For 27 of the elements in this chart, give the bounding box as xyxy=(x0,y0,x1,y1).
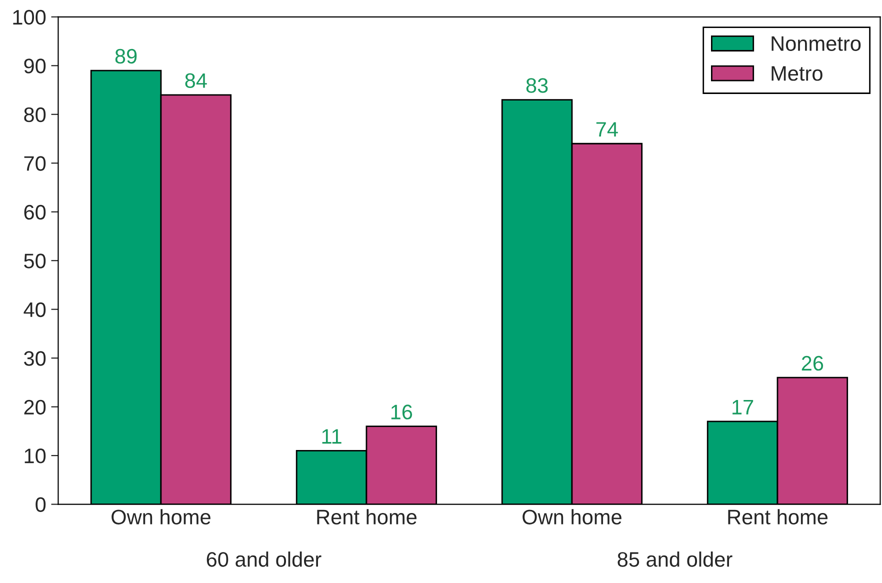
data-label: 89 xyxy=(115,48,137,64)
data-label: 26 xyxy=(802,356,824,371)
y-tick-label: 10 xyxy=(24,448,46,464)
y-tick-label: 0 xyxy=(36,497,46,512)
y-tick-label: 50 xyxy=(24,254,46,268)
y-tick-label: 30 xyxy=(24,351,46,366)
y-tick-label: 100 xyxy=(13,10,46,25)
data-label: 17 xyxy=(732,400,754,414)
text: 60 and older xyxy=(206,552,322,567)
data-label: 74 xyxy=(596,122,618,137)
text: 85 and older xyxy=(618,552,732,567)
y-tick-label: 80 xyxy=(24,107,46,122)
x-tick-label: Rent home xyxy=(728,509,828,524)
data-label: 11 xyxy=(322,429,342,444)
legend-label: Nonmetro xyxy=(772,36,861,51)
y-tick-label: 20 xyxy=(24,400,46,415)
x-tick-label: Own home xyxy=(112,509,210,524)
legend-label: Metro xyxy=(772,66,822,81)
x-tick-label: Rent home xyxy=(317,509,417,524)
y-tick-label: 40 xyxy=(24,302,46,318)
data-label: 84 xyxy=(185,73,207,88)
y-tick-label: 90 xyxy=(24,58,46,74)
x-tick-label: Own home xyxy=(522,509,622,524)
data-label: 83 xyxy=(526,78,548,93)
y-tick-label: 60 xyxy=(24,204,46,220)
y-tick-label: 70 xyxy=(24,156,46,171)
data-label: 16 xyxy=(391,404,412,420)
